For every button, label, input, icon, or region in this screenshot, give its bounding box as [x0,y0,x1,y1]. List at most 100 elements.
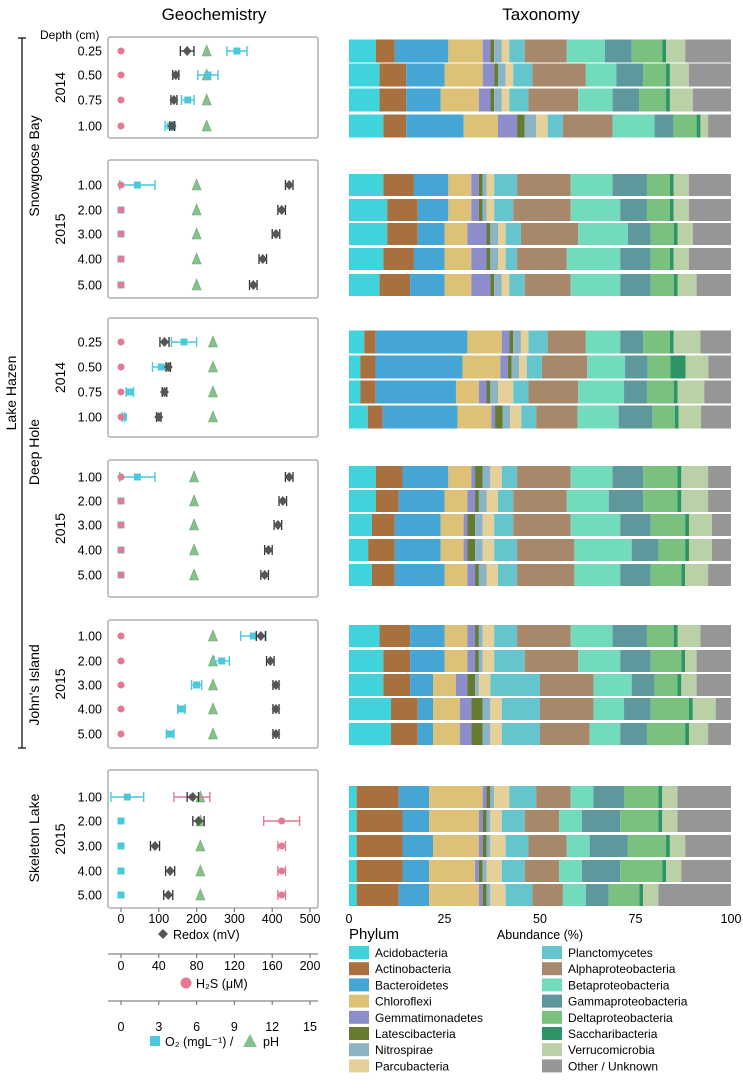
taxa-segment-actinobacteria [360,355,376,379]
h2s-marker [117,473,125,481]
taxa-segment-acidobacteria [349,490,376,512]
taxa-segment-nitrospirae [494,39,502,63]
h2s-marker [117,181,125,189]
taxa-segment-deltaproteobacteria [652,405,675,429]
taxa-segment-bacteroidetes [417,723,434,745]
site-label: John's Island [26,644,42,725]
taxa-segment-saccharibacteria [662,860,667,882]
taxa-segment-bacteroidetes [375,330,468,354]
taxa-segment-verrucomicrobia [677,223,693,245]
taxa-segment-chloroflexi [448,466,472,488]
geochem-frame [107,619,319,749]
legend-label: Other / Unknown [568,1059,658,1073]
depth-tick-label: 0.50 [78,361,102,375]
taxa-segment-saccharibacteria [673,625,678,647]
taxa-segment-parcubacteria [520,330,529,354]
taxa-segment-other-unknown [658,884,731,906]
taxa-segment-gemmatimonadetes [471,466,476,488]
taxa-segment-alphaproteobacteria [524,810,560,832]
taxa-segment-saccharibacteria [658,810,663,832]
depth-tick-label: 3.00 [78,840,102,854]
taxa-segment-bacteroidetes [402,810,430,832]
taxa-segment-planctomycetes [547,114,563,138]
taxa-segment-latescibacteria [486,248,491,270]
taxa-segment-saccharibacteria [677,466,682,488]
redox-marker [167,121,177,131]
taxa-segment-latescibacteria [475,490,479,512]
o2-marker [166,730,174,738]
taxa-segment-parcubacteria [501,274,510,296]
taxa-segment-verrucomicrobia [673,174,689,196]
h2s-marker [117,571,125,579]
taxa-segment-planctomycetes [509,274,525,296]
taxa-segment-gammaproteobacteria [620,274,651,296]
taxa-segment-alphaproteobacteria [536,405,578,429]
taxa-segment-acidobacteria [349,174,384,196]
o2-marker [133,181,141,189]
taxa-segment-acidobacteria [349,466,376,488]
taxa-segment-gammaproteobacteria [604,39,632,63]
taxa-segment-deltaproteobacteria [650,223,674,245]
taxa-segment-deltaproteobacteria [658,539,686,561]
taxa-segment-deltaproteobacteria [646,174,670,196]
taxa-segment-gammaproteobacteria [612,88,640,112]
taxa-segment-chloroflexi [433,723,460,745]
taxa-segment-gemmatimonadetes [475,860,479,882]
depth-tick-label: 4.00 [78,703,102,717]
ph-marker [201,119,212,132]
year-label: 2014 [52,362,68,393]
taxa-segment-other-unknown [688,63,731,87]
taxa-segment-gemmatimonadetes [467,223,487,245]
taxa-segment-alphaproteobacteria [524,650,579,672]
taxa-segment-parcubacteria [490,466,502,488]
taxa-segment-acidobacteria [349,674,384,696]
ph-marker [208,410,218,423]
taxa-segment-bacteroidetes [402,860,430,882]
taxa-segment-gemmatimonadetes [478,380,487,404]
taxa-segment-latescibacteria [475,625,479,647]
taxa-segment-gemmatimonadetes [463,539,468,561]
taxa-segment-verrucomicrobia [677,380,705,404]
redox-marker [271,729,281,739]
ph-marker [189,494,200,507]
taxa-segment-deltaproteobacteria [647,355,671,379]
taxa-segment-latescibacteria [490,274,495,296]
taxa-segment-parcubacteria [486,199,495,221]
taxa-segment-other-unknown [692,88,731,112]
taxa-segment-bacteroidetes [410,625,445,647]
taxa-segment-acidobacteria [349,88,380,112]
taxa-segment-chloroflexi [444,564,468,586]
taxa-segment-saccharibacteria [669,199,674,221]
taxa-segment-actinobacteria [375,39,395,63]
taxa-segment-actinobacteria [356,786,399,808]
taxa-segment-other-unknown [708,355,731,379]
taxa-segment-gemmatimonadetes [478,88,491,112]
taxa-segment-gammaproteobacteria [616,63,644,87]
taxa-segment-verrucomicrobia [677,274,697,296]
taxa-segment-chloroflexi [462,355,501,379]
depth-tick-label: 3.00 [78,679,102,693]
taxa-segment-alphaproteobacteria [517,248,567,270]
taxa-segment-gammaproteobacteria [631,674,655,696]
taxa-segment-actinobacteria [356,810,403,832]
legend-swatch [542,1027,562,1040]
taxa-segment-chloroflexi [448,39,483,63]
ph-marker [208,335,218,348]
panel: 2014 0.25 0.50 0.75 1.00 [52,36,731,139]
taxa-segment-actinobacteria [368,539,395,561]
taxa-segment-verrucomicrobia [678,405,702,429]
h2s-marker [117,338,125,346]
taxa-segment-acidobacteria [349,380,361,404]
panels: Snowgoose Bay Deep Hole John's Island Skele… [26,36,731,909]
taxa-segment-chloroflexi [444,650,468,672]
taxa-segment-gammaproteobacteria [612,174,647,196]
ph-marker [191,252,202,265]
taxa-segment-chloroflexi [433,835,479,857]
ph-marker [189,518,200,531]
taxa-segment-bacteroidetes [406,63,445,87]
legend-label: Alphaproteobacteria [568,962,676,976]
taxa-segment-chloroflexi [440,88,479,112]
taxa-segment-betaproteobacteria [574,564,621,586]
taxa-segment-verrucomicrobia [681,466,709,488]
taxa-segment-verrucomicrobia [677,625,701,647]
